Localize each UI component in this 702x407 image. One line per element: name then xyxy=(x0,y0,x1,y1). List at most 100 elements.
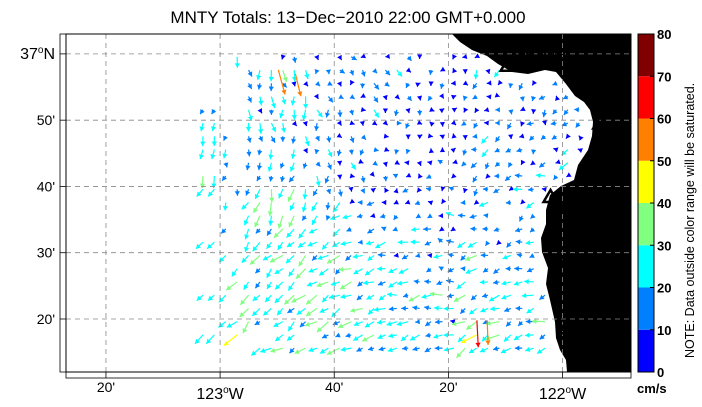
current-vector-head xyxy=(416,160,422,166)
current-vector-head xyxy=(373,97,378,103)
current-vector-head xyxy=(555,95,561,101)
current-vector-head xyxy=(337,112,343,117)
current-vector-head xyxy=(332,242,338,247)
current-vector-head xyxy=(291,120,297,127)
current-vector-head xyxy=(360,53,366,59)
current-vector-head xyxy=(425,332,431,338)
current-vector-head xyxy=(415,82,421,88)
current-vector-head xyxy=(307,281,313,287)
current-vector-head xyxy=(369,171,375,177)
current-vector-head xyxy=(443,346,449,352)
current-vector-head xyxy=(327,81,333,86)
current-vector-head xyxy=(327,258,333,264)
current-vector-head xyxy=(370,188,376,193)
current-vector-head xyxy=(242,328,248,334)
current-vector-head xyxy=(531,96,537,102)
current-vector-head xyxy=(359,120,365,126)
current-vector-head xyxy=(480,347,486,353)
current-vector-head xyxy=(336,81,342,87)
current-vector-head xyxy=(482,293,488,299)
current-vector-head xyxy=(426,186,431,192)
current-vector-head xyxy=(457,212,463,219)
current-vector-head xyxy=(452,68,458,74)
current-vector-head xyxy=(286,242,293,247)
current-vector-head xyxy=(469,348,475,354)
current-vector-head xyxy=(319,308,325,313)
current-vector-head xyxy=(363,280,368,286)
current-vector-head xyxy=(258,136,263,142)
current-vector-head xyxy=(314,148,320,154)
current-vector-head xyxy=(531,109,537,114)
current-vector-head xyxy=(394,149,400,155)
current-vector-head xyxy=(416,95,423,101)
current-vector-head xyxy=(394,159,400,165)
current-vector-head xyxy=(474,53,481,58)
current-vector-head xyxy=(424,279,430,285)
current-vector-head xyxy=(353,336,359,341)
current-vector-head xyxy=(325,204,331,210)
x-tick-label: 40' xyxy=(325,379,343,395)
current-vector-head xyxy=(362,336,368,342)
current-vector-strong-head xyxy=(485,340,491,346)
current-vector-head xyxy=(530,227,536,233)
current-vector-head xyxy=(348,109,354,116)
current-vector-head xyxy=(357,281,363,287)
current-vector-head xyxy=(470,226,476,232)
current-vector-head xyxy=(447,267,453,273)
current-vector-head xyxy=(254,193,260,200)
current-vector-head xyxy=(427,160,433,166)
current-vector-head xyxy=(505,266,511,272)
colorbar-tick-label: 20 xyxy=(657,281,671,296)
current-vector-head xyxy=(438,266,444,272)
current-vector-head xyxy=(308,267,314,273)
current-vector-head xyxy=(257,84,263,90)
current-vector-head xyxy=(501,294,507,300)
current-vector-head xyxy=(553,174,559,180)
current-vector-head xyxy=(436,280,442,286)
current-vector-head xyxy=(327,151,333,157)
current-vector-head xyxy=(296,309,302,315)
current-vector-head xyxy=(507,123,512,130)
lat-border-strip xyxy=(59,33,67,373)
current-vector-head xyxy=(340,346,346,352)
current-vector-head xyxy=(328,97,333,103)
current-vector-head xyxy=(223,162,229,168)
current-vector-head xyxy=(481,151,487,157)
current-vector-head xyxy=(338,94,344,99)
current-vector-head xyxy=(412,346,418,352)
current-vector-head xyxy=(495,107,500,113)
current-vector-head xyxy=(393,214,399,220)
current-vector-head xyxy=(382,120,388,126)
current-vector-head xyxy=(254,320,260,325)
colorbar-tick-label: 80 xyxy=(657,27,671,42)
current-vector-head xyxy=(274,269,280,274)
current-vector-head xyxy=(486,94,492,100)
current-vector-head xyxy=(331,281,337,286)
current-vector-head xyxy=(520,106,526,111)
current-vector-head xyxy=(377,266,382,272)
current-vector-head xyxy=(277,244,283,250)
current-vector-head xyxy=(483,267,489,273)
current-vector-head xyxy=(494,173,499,179)
current-vector-head xyxy=(360,134,366,140)
current-vector-head xyxy=(434,319,440,325)
colorbar-tick-label: 60 xyxy=(657,112,671,127)
current-vector-head xyxy=(357,213,362,219)
current-vector-head xyxy=(462,53,468,60)
current-vector-head xyxy=(417,110,423,116)
current-vector-head xyxy=(550,120,556,126)
current-vector-head xyxy=(402,345,407,351)
current-vector-head xyxy=(349,94,355,99)
colorbar-segment xyxy=(638,34,654,77)
current-vector-head xyxy=(411,226,416,233)
current-vector-head xyxy=(463,107,469,113)
current-vector-head xyxy=(424,240,430,246)
current-vector-head xyxy=(267,166,273,172)
current-vector-head xyxy=(482,336,488,342)
current-vector-head xyxy=(527,267,533,273)
current-vector-head xyxy=(326,188,331,194)
current-vector-head xyxy=(221,228,227,234)
current-vector-head xyxy=(393,252,399,258)
x-tick-label: 122oW xyxy=(539,385,587,403)
current-vector-head xyxy=(282,76,288,82)
